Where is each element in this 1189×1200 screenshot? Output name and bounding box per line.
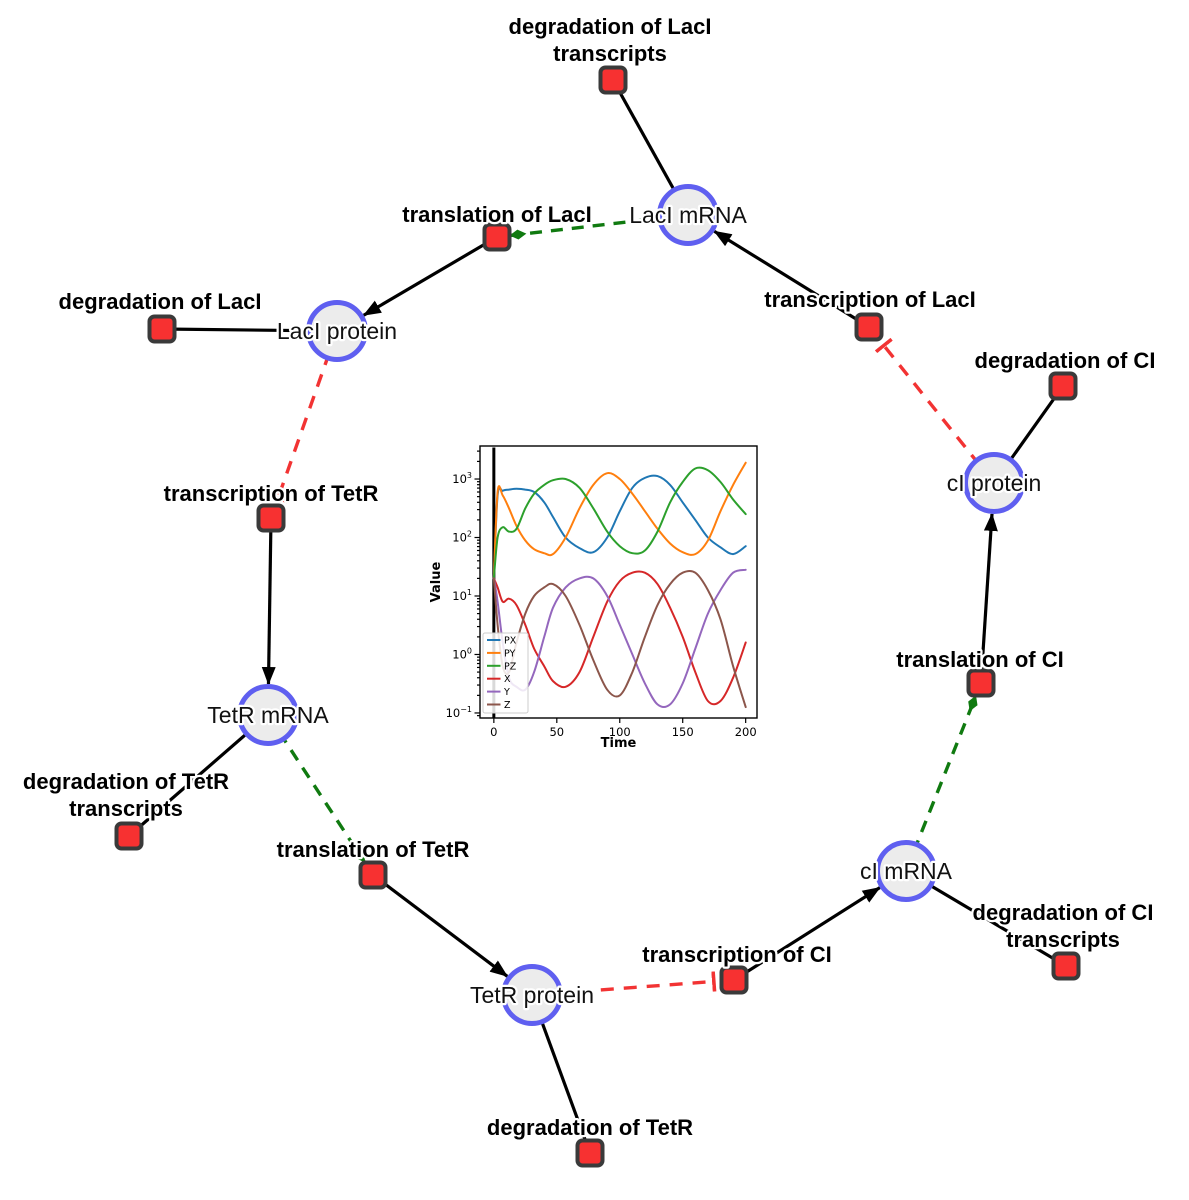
x-tick-label: 50 (549, 725, 564, 739)
species-node-laci-protein[interactable] (306, 300, 368, 362)
axes-frame (479, 445, 758, 719)
reaction-label-translation-laci: translation of LacI (402, 202, 591, 227)
edge-translation-laci-laci-protein (362, 235, 498, 317)
edge-transcription-tetr-tetr-mrna (261, 517, 276, 686)
reaction-label-deg-laci-transcripts: degradation of LacI (509, 14, 712, 39)
timeseries-chart: 0 50 100 150 20010−1100101102103TimeValuePXP… (428, 437, 778, 767)
reaction-label-deg-ci: degradation of CI (975, 348, 1156, 373)
species-label-laci-mrna: LacI mRNA (629, 202, 747, 228)
reaction-node-translation-tetr[interactable] (358, 860, 388, 890)
reaction-node-deg-tetr[interactable] (575, 1138, 605, 1168)
legend-label-py: PY (504, 648, 516, 659)
species-label-ci-protein: cI protein (947, 470, 1042, 496)
species-label-ci-mrna: cI mRNA (860, 858, 953, 884)
chart-ylabel: Value (429, 561, 444, 602)
timeseries-chart-panel: 0 50 100 150 200 10−1 100 101 102 103 Time Value PX P… (428, 437, 778, 767)
edge-transcription-ci-ci-mrna (733, 886, 881, 982)
series-px (492, 474, 747, 580)
x-tick-label: 150 (672, 725, 694, 739)
reaction-node-translation-ci[interactable] (966, 668, 996, 698)
reaction-label-deg-laci-transcripts: transcripts (553, 41, 667, 66)
legend-label-x: X (504, 674, 511, 685)
reaction-label-deg-tetr-transcripts: transcripts (69, 796, 183, 821)
reaction-node-deg-ci-transcripts[interactable] (1051, 951, 1081, 981)
reaction-label-translation-tetr: translation of TetR (277, 837, 470, 862)
reaction-label-deg-laci: degradation of LacI (59, 289, 262, 314)
reaction-label-translation-ci: translation of CI (896, 647, 1063, 672)
reaction-node-transcription-tetr[interactable] (256, 503, 286, 533)
chart-xlabel: Time (601, 736, 637, 751)
reaction-node-deg-ci[interactable] (1048, 371, 1078, 401)
labels-layer: degradation of LacItranscriptstranslatio… (21, 12, 1158, 1143)
species-node-ci-protein[interactable] (963, 452, 1025, 514)
reaction-label-transcription-laci: transcription of LacI (764, 287, 975, 312)
reaction-node-translation-laci[interactable] (482, 222, 512, 252)
species-node-ci-mrna[interactable] (875, 840, 937, 902)
x-tick-label: 0 (490, 725, 497, 739)
edge-transcription-laci-laci-mrna (713, 229, 870, 329)
species-label-tetr-protein: TetR protein (470, 982, 594, 1008)
reaction-node-deg-laci[interactable] (147, 314, 177, 344)
reaction-label-deg-ci-transcripts: degradation of CI (973, 900, 1154, 925)
reaction-label-transcription-tetr: transcription of TetR (164, 481, 379, 506)
species-node-laci-mrna[interactable] (657, 184, 719, 246)
series-py (492, 461, 747, 580)
species-node-tetr-protein[interactable] (501, 964, 563, 1026)
reaction-label-deg-tetr: degradation of TetR (487, 1115, 693, 1140)
reaction-label-deg-tetr-transcripts: degradation of TetR (23, 769, 229, 794)
series-pz (492, 466, 747, 580)
legend-label-y: Y (503, 687, 510, 698)
reaction-node-transcription-ci[interactable] (719, 965, 749, 995)
reaction-node-transcription-laci[interactable] (854, 312, 884, 342)
edge-translation-tetr-tetr-protein (372, 873, 509, 978)
species-label-laci-protein: LacI protein (277, 318, 397, 344)
series-x (492, 570, 747, 706)
species-node-tetr-mrna[interactable] (237, 684, 299, 746)
nodes-layer (114, 65, 1081, 1168)
reaction-node-deg-tetr-transcripts[interactable] (114, 821, 144, 851)
legend-label-z: Z (504, 700, 511, 711)
edge-ci-mrna-translation-ci (904, 695, 978, 872)
legend-label-pz: PZ (504, 661, 517, 672)
x-tick-label: 100 (609, 725, 631, 739)
x-tick-label: 200 (735, 725, 757, 739)
reaction-label-deg-ci-transcripts: transcripts (1006, 927, 1120, 952)
legend-label-px: PX (504, 636, 517, 647)
edge-ci-mrna-deg-ci-transcripts (905, 869, 1067, 968)
species-label-tetr-mrna: TetR mRNA (207, 702, 329, 728)
reaction-node-deg-laci-transcripts[interactable] (598, 65, 628, 95)
reaction-label-transcription-ci: transcription of CI (642, 942, 831, 967)
edge-translation-ci-ci-protein (979, 512, 998, 684)
